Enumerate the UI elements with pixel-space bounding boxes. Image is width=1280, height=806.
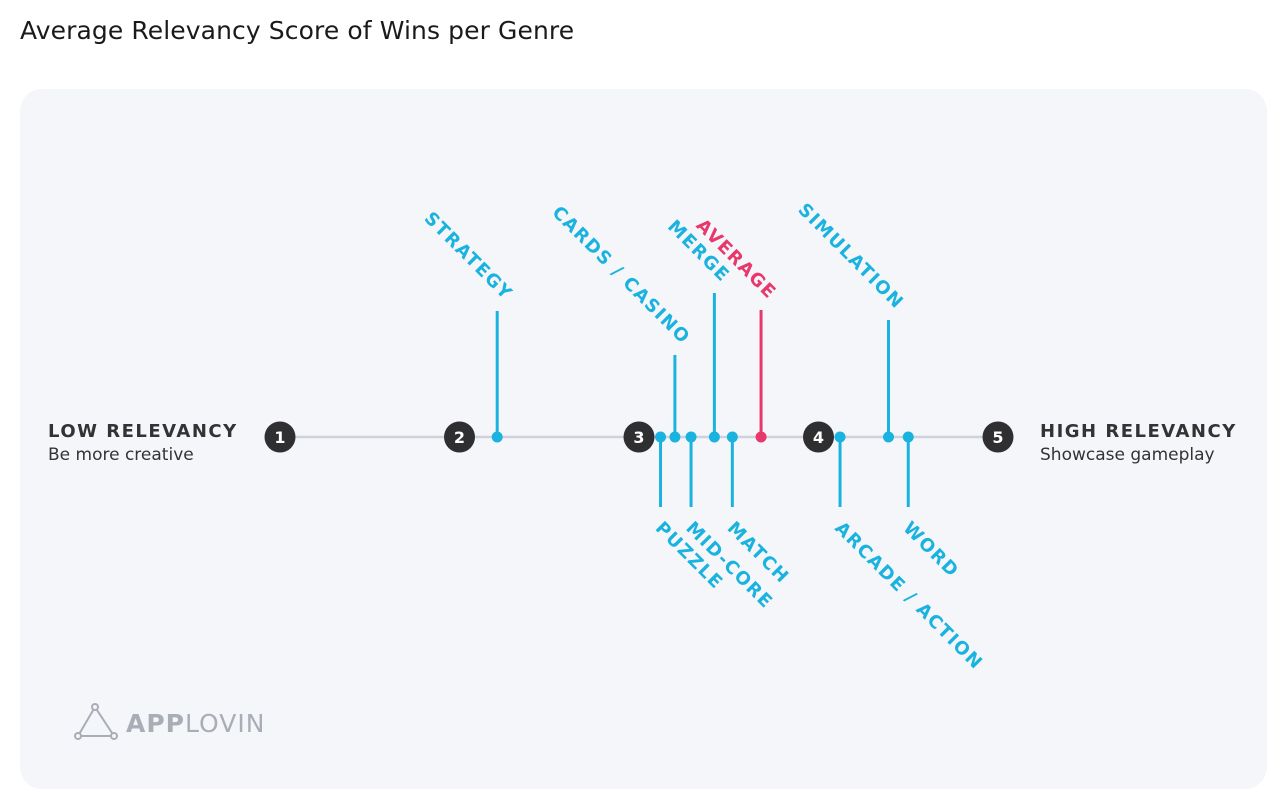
tick-label: 2: [454, 428, 465, 447]
tick-4: 4: [803, 421, 834, 453]
tick-label: 4: [813, 428, 824, 447]
genre-mark-word: WORD: [899, 431, 963, 582]
axis-ticks: 1 2 3 4 5: [264, 421, 1014, 453]
genre-label: WORD: [899, 518, 963, 582]
genre-point: [902, 431, 914, 443]
genre-mark-puzzle: PUZZLE: [651, 431, 727, 594]
tick-circle: [982, 421, 1014, 453]
genre-point: [834, 431, 846, 443]
applovin-logo-icon: [74, 703, 118, 740]
tick-circle: [264, 421, 296, 453]
tick-2: 2: [444, 421, 475, 453]
genre-point: [669, 431, 681, 443]
genre-mark-mid-core: MID-CORE: [682, 431, 777, 613]
applovin-logo-text: APPLOVIN: [126, 709, 265, 738]
tick-circle: [803, 421, 834, 453]
genre-label: SIMULATION: [794, 199, 908, 313]
genre-point: [491, 431, 503, 443]
logo-text-bold: APP: [126, 709, 185, 738]
genre-mark-simulation: SIMULATION: [794, 199, 908, 443]
tick-circle: [444, 421, 475, 453]
tick-1: 1: [264, 421, 296, 453]
genre-point: [755, 431, 767, 443]
page-title: Average Relevancy Score of Wins per Genr…: [20, 16, 575, 45]
genre-point: [685, 431, 697, 443]
genre-point: [726, 431, 738, 443]
genre-label: STRATEGY: [420, 208, 517, 305]
tick-label: 1: [274, 428, 285, 447]
logo-text-light: LOVIN: [185, 709, 265, 738]
genre-point: [883, 431, 895, 443]
tick-circle: [623, 421, 655, 453]
high-relevancy-title: HIGH RELEVANCY: [1040, 421, 1237, 442]
high-relevancy-subtitle: Showcase gameplay: [1040, 445, 1215, 465]
genre-mark-strategy: STRATEGY: [420, 208, 517, 443]
tick-label: 5: [992, 428, 1003, 447]
tick-5: 5: [982, 421, 1014, 453]
applovin-logo: APPLOVIN: [74, 703, 265, 740]
tick-3: 3: [623, 421, 655, 453]
low-relevancy-subtitle: Be more creative: [48, 445, 194, 465]
genre-point: [708, 431, 720, 443]
genre-point: [655, 431, 667, 443]
tick-label: 3: [633, 428, 644, 447]
low-relevancy-title: LOW RELEVANCY: [48, 421, 238, 442]
